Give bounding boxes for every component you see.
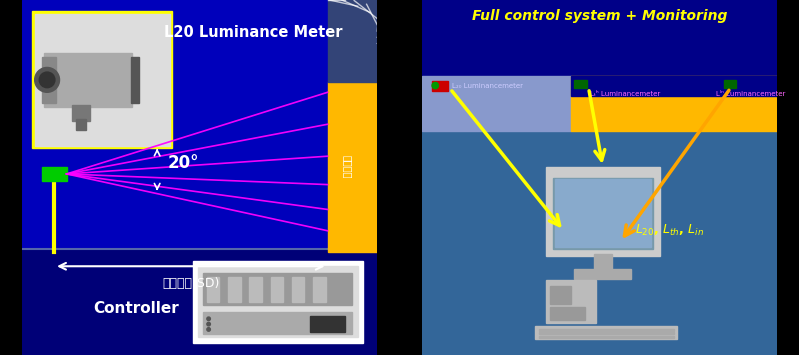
Bar — [130, 57, 139, 103]
Bar — [574, 269, 631, 279]
Bar — [310, 316, 345, 332]
Bar — [555, 179, 650, 247]
Bar — [546, 167, 660, 256]
Text: Lₜʰ Luminancemeter: Lₜʰ Luminancemeter — [590, 91, 661, 97]
Bar — [546, 280, 596, 323]
Bar — [22, 248, 377, 355]
Bar — [313, 277, 326, 302]
Bar — [550, 286, 570, 304]
Bar — [570, 76, 777, 96]
Bar — [193, 261, 363, 343]
Bar — [550, 307, 585, 320]
Text: L₂₀ Luminancemeter: L₂₀ Luminancemeter — [452, 83, 523, 89]
Bar — [292, 277, 304, 302]
Circle shape — [39, 72, 55, 88]
Bar — [432, 81, 448, 91]
Bar — [271, 277, 283, 302]
Text: 20°: 20° — [168, 154, 199, 172]
Bar — [32, 11, 173, 148]
Bar — [553, 178, 653, 248]
Circle shape — [432, 82, 439, 89]
Bar — [249, 277, 262, 302]
Bar — [198, 266, 358, 337]
Bar — [535, 326, 678, 339]
Bar — [422, 0, 777, 78]
Bar — [328, 0, 377, 82]
Bar — [422, 114, 777, 355]
Bar — [229, 277, 240, 302]
Text: Controller: Controller — [93, 301, 179, 316]
Bar — [75, 119, 86, 130]
Text: 정지거리(SD): 정지거리(SD) — [162, 277, 220, 290]
Bar — [72, 105, 89, 121]
Bar — [594, 254, 612, 270]
Bar — [203, 312, 352, 334]
Bar — [207, 277, 219, 302]
Bar — [539, 329, 674, 331]
Text: Full control system + Monitoring: Full control system + Monitoring — [471, 9, 727, 23]
Circle shape — [207, 322, 210, 326]
Circle shape — [207, 328, 210, 331]
Text: $L_{20}$, $L_{th}$, $L_{in}$: $L_{20}$, $L_{th}$, $L_{in}$ — [634, 223, 704, 238]
Circle shape — [207, 317, 210, 321]
Bar — [724, 80, 736, 88]
Bar — [539, 336, 674, 338]
Bar — [44, 53, 133, 106]
Bar — [570, 76, 777, 131]
Bar — [574, 80, 586, 88]
Bar — [42, 167, 66, 181]
Bar — [328, 82, 377, 252]
Circle shape — [34, 67, 59, 92]
Text: Lᴵⁿ Luminancemeter: Lᴵⁿ Luminancemeter — [717, 91, 785, 97]
Bar — [42, 57, 56, 103]
Text: 터널입구: 터널입구 — [342, 155, 352, 179]
Bar — [539, 332, 674, 334]
Text: L20 Luminance Meter: L20 Luminance Meter — [164, 25, 342, 40]
Bar — [422, 76, 570, 131]
Bar — [34, 14, 169, 146]
Bar — [203, 273, 352, 305]
